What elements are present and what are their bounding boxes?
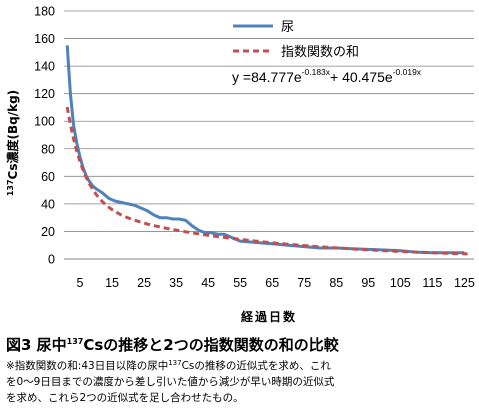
x-tick-label: 35	[169, 276, 183, 290]
y-tick-label: 100	[34, 115, 55, 129]
note-line1-sup: 137	[168, 359, 182, 367]
equation-middle: + 40.475e	[330, 69, 393, 85]
figure-note-line-2: を0～9日目までの濃度から差し引いた値から減少が早い時期の近似式	[6, 376, 335, 388]
x-tick-label: 55	[233, 276, 247, 290]
chart: 0 20 40 60 80 100 120 140 160 180 5 15 25 35 45 55 65 75…	[5, 5, 475, 325]
y-tick-label: 160	[34, 32, 55, 46]
gridlines	[64, 10, 474, 232]
y-axis-title-main: Cs濃度(Bq/kg)	[5, 90, 20, 180]
equation-exp1: -0.183x	[302, 67, 331, 77]
x-tick-label: 65	[265, 276, 279, 290]
x-tick-label: 105	[390, 276, 411, 290]
x-tick-label: 75	[297, 276, 311, 290]
figure-note-line-3: を求め、これら2つの近似式を足し合わせたもの。	[6, 392, 244, 404]
y-tick-label: 40	[41, 197, 55, 211]
y-tick-label: 180	[34, 5, 55, 19]
y-tick-labels: 0 20 40 60 80 100 120 140 160 180	[34, 5, 55, 267]
figure-note: ※指数関数の和:43日目以降の尿中137Csの推移の近似式を求め、これ を0～9…	[6, 355, 476, 406]
y-tick-label: 80	[41, 142, 55, 156]
equation-prefix: y =84.777e	[232, 69, 302, 85]
note-line1-a: ※指数関数の和:43日目以降の尿中	[6, 360, 169, 372]
y-tick-label: 60	[41, 170, 55, 184]
x-tick-label: 95	[361, 276, 375, 290]
y-tick-label: 140	[34, 60, 55, 74]
x-tick-label: 45	[201, 276, 215, 290]
figure-title-sup: 137	[66, 337, 84, 346]
x-tick-label: 125	[454, 276, 475, 290]
figure-note-line-1: ※指数関数の和:43日目以降の尿中137Csの推移の近似式を求め、これ	[6, 355, 476, 374]
series-layer	[65, 45, 468, 256]
y-tick-label: 0	[48, 253, 55, 267]
series-line-exp-sum	[65, 106, 468, 256]
y-axis-title: 137Cs濃度(Bq/kg)	[5, 90, 20, 196]
x-axis-title: 経過日数	[241, 309, 297, 324]
legend-label-urine: 尿	[281, 20, 294, 35]
legend-label-exp-sum: 指数関数の和	[281, 45, 359, 60]
x-tick-label: 15	[105, 276, 119, 290]
x-tick-label: 25	[137, 276, 151, 290]
equation-exp2: -0.019x	[393, 67, 422, 77]
figure-title-prefix: 図3 尿中	[6, 336, 67, 354]
figure-title: 図3 尿中137Csの推移と2つの指数関数の和の比較	[6, 332, 476, 355]
y-tick-label: 120	[34, 87, 55, 101]
y-tick-label: 20	[41, 225, 55, 239]
x-tick-labels: 5 15 25 35 45 55 65 75 85 95 105 115 125	[77, 276, 475, 290]
equation: y =84.777e-0.183x+ 40.475e-0.019x	[232, 67, 422, 85]
note-line1-b: Csの推移の近似式を求め、これ	[181, 360, 331, 372]
legend: 尿 指数関数の和	[233, 20, 359, 60]
x-tick-label: 85	[329, 276, 343, 290]
x-tick-label: 5	[77, 276, 84, 290]
figure-title-suffix: Csの推移と2つの指数関数の和の比較	[83, 336, 339, 354]
x-tick-label: 115	[422, 276, 442, 290]
y-axis-title-sup: 137	[6, 179, 15, 196]
